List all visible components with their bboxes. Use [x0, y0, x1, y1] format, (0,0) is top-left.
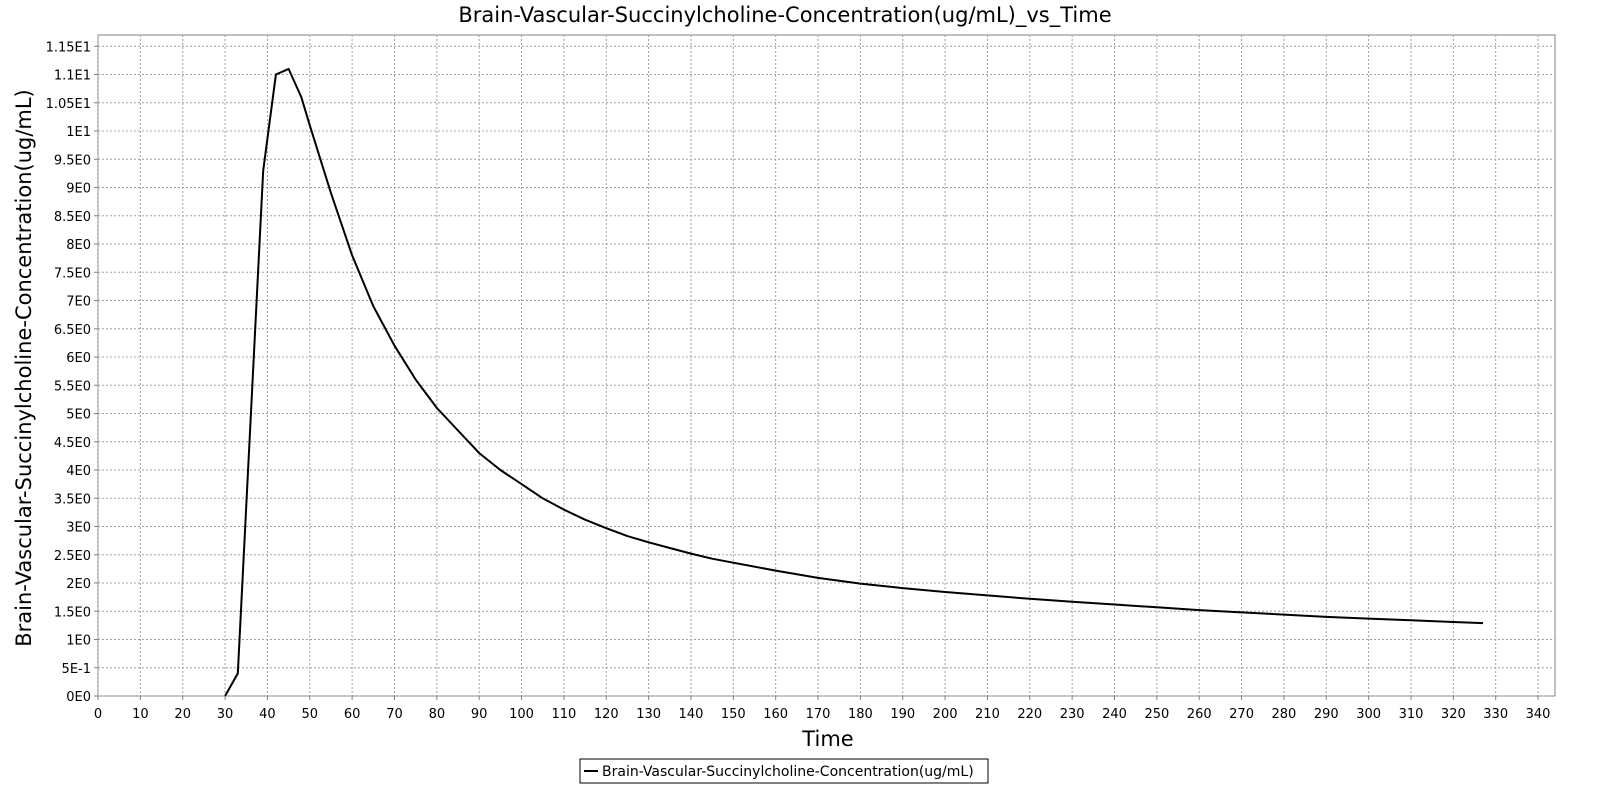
- x-tick-label: 60: [344, 707, 361, 722]
- y-tick-label: 4.5E0: [54, 436, 91, 451]
- x-tick-label: 140: [679, 707, 704, 722]
- legend-box: [579, 758, 989, 784]
- legend: Brain-Vascular-Succinylcholine-Concentra…: [579, 758, 989, 784]
- x-tick-label: 40: [259, 707, 276, 722]
- x-tick-label: 160: [763, 707, 788, 722]
- x-axis-label: Time: [801, 727, 853, 751]
- y-tick-label: 5E-1: [62, 662, 91, 677]
- x-tick-label: 200: [933, 707, 958, 722]
- x-tick-label: 240: [1102, 707, 1127, 722]
- y-axis: 0E0 5E-1 1E0 1.5E0 2E0 2.5E0 3E0 3.5E0 4E0 4.5E0 5…: [46, 40, 98, 705]
- x-tick-label: 180: [848, 707, 873, 722]
- series-layer: [224, 67, 1484, 697]
- x-tick-label: 120: [594, 707, 619, 722]
- y-tick-label: 1.15E1: [46, 40, 91, 55]
- x-tick-label: 280: [1272, 707, 1297, 722]
- x-tick-label: 90: [471, 707, 488, 722]
- x-tick-label: 30: [217, 707, 234, 722]
- y-tick-label: 4E0: [66, 464, 91, 479]
- y-tick-label: 8E0: [66, 238, 91, 253]
- x-tick-label: 70: [386, 707, 403, 722]
- x-tick-label: 290: [1314, 707, 1339, 722]
- x-tick-label: 100: [509, 707, 534, 722]
- y-tick-label: 5.5E0: [54, 379, 91, 394]
- x-tick-label: 130: [636, 707, 661, 722]
- x-tick-label: 310: [1399, 707, 1424, 722]
- x-tick-label: 0: [94, 707, 102, 722]
- y-tick-label: 9E0: [66, 182, 91, 197]
- x-tick-label: 250: [1144, 707, 1169, 722]
- legend-entry: Brain-Vascular-Succinylcholine-Concentra…: [602, 764, 974, 780]
- y-tick-label: 1E1: [66, 125, 91, 140]
- x-tick-label: 210: [975, 707, 1000, 722]
- x-tick-label: 80: [429, 707, 446, 722]
- y-axis-label: Brain-Vascular-Succinylcholine-Concentra…: [12, 89, 36, 647]
- y-tick-label: 5E0: [66, 408, 91, 423]
- y-tick-label: 2E0: [66, 577, 91, 592]
- x-tick-label: 170: [806, 707, 831, 722]
- y-tick-label: 9.5E0: [54, 153, 91, 168]
- y-tick-label: 7.5E0: [54, 266, 91, 281]
- x-tick-label: 10: [132, 707, 149, 722]
- series-line: [224, 67, 1484, 697]
- x-tick-label: 20: [174, 707, 191, 722]
- x-tick-label: 190: [890, 707, 915, 722]
- x-tick-label: 260: [1187, 707, 1212, 722]
- y-tick-label: 8.5E0: [54, 210, 91, 225]
- x-tick-label: 270: [1229, 707, 1254, 722]
- y-tick-label: 3.5E0: [54, 492, 91, 507]
- x-tick-label: 110: [551, 707, 576, 722]
- y-tick-label: 1.1E1: [54, 69, 91, 84]
- y-tick-label: 6E0: [66, 351, 91, 366]
- y-tick-label: 3E0: [66, 521, 91, 536]
- x-tick-label: 330: [1483, 707, 1508, 722]
- x-tick-label: 150: [721, 707, 746, 722]
- x-tick-label: 50: [301, 707, 318, 722]
- y-tick-label: 6.5E0: [54, 323, 91, 338]
- grid-lines: [97, 35, 1555, 697]
- x-axis: 0 10 20 30 40 50 60 70 80 90 100 110 120 130 140 150 160…: [94, 696, 1551, 722]
- x-tick-label: 340: [1526, 707, 1551, 722]
- plot-area: [97, 34, 1556, 697]
- y-tick-label: 0E0: [66, 690, 91, 705]
- x-tick-label: 220: [1017, 707, 1042, 722]
- y-tick-label: 2.5E0: [54, 549, 91, 564]
- x-tick-label: 320: [1441, 707, 1466, 722]
- y-tick-label: 7E0: [66, 295, 91, 310]
- y-tick-label: 1.5E0: [54, 605, 91, 620]
- y-tick-label: 1E0: [66, 634, 91, 649]
- x-tick-label: 230: [1060, 707, 1085, 722]
- chart-title: Brain-Vascular-Succinylcholine-Concentra…: [458, 3, 1111, 28]
- y-tick-label: 1.05E1: [46, 97, 91, 112]
- x-tick-label: 300: [1356, 707, 1381, 722]
